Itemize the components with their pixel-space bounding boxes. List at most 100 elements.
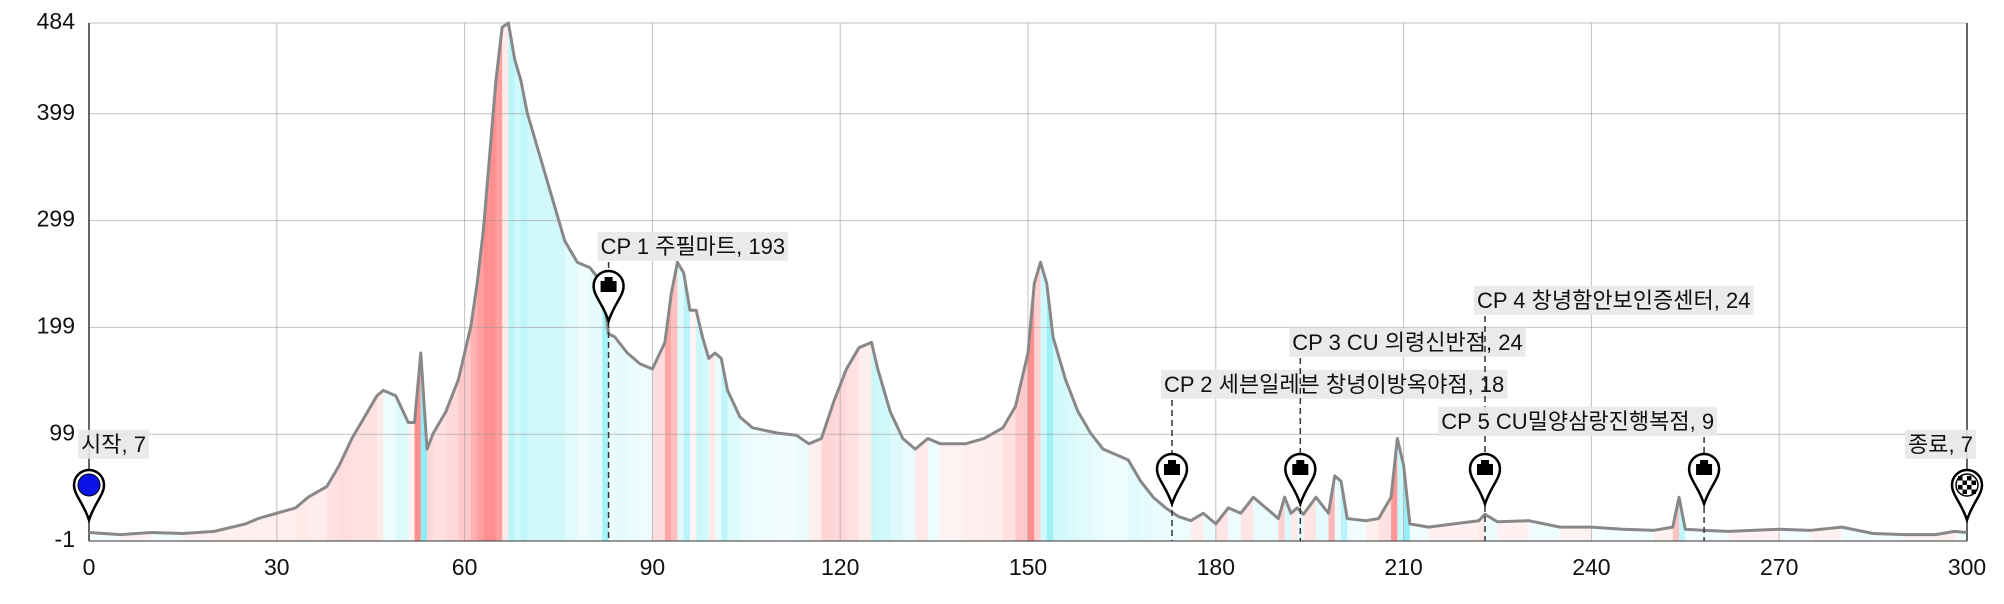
- cp-icon-top: [1700, 460, 1709, 465]
- grade-fill: [902, 438, 916, 541]
- annotation-label: CP 5 CU밀양삼랑진행복점, 9: [1441, 409, 1714, 434]
- grade-fill: [1315, 497, 1329, 541]
- grade-fill: [808, 438, 822, 541]
- grade-fill: [495, 27, 503, 542]
- grade-fill: [276, 507, 296, 541]
- grade-fill: [1841, 527, 1874, 541]
- grade-fill: [1453, 520, 1479, 541]
- grade-fill: [1228, 507, 1241, 541]
- grade-fill: [846, 347, 859, 541]
- grade-fill: [1140, 481, 1154, 541]
- annotation: CP 4 창녕함안보인증센터, 24: [1468, 285, 1754, 541]
- grade-fills: [89, 23, 1967, 542]
- annotation-label: CP 4 창녕함안보인증센터, 24: [1477, 288, 1750, 313]
- grade-fill: [564, 240, 578, 541]
- grade-fill: [796, 435, 809, 541]
- grade-fill: [589, 267, 603, 541]
- grade-fill: [708, 353, 715, 541]
- grade-fill: [671, 262, 678, 541]
- grade-fill: [740, 417, 753, 541]
- y-tick-label: 199: [37, 312, 75, 338]
- grade-fill: [965, 438, 985, 541]
- cp-icon: [1292, 464, 1309, 475]
- grade-fill: [433, 411, 446, 541]
- grade-fill: [1015, 353, 1028, 541]
- x-tick-label: 0: [83, 554, 96, 580]
- grade-fill: [364, 395, 377, 541]
- grade-fill: [1303, 497, 1316, 541]
- grade-fill: [871, 342, 878, 541]
- grade-fill: [1115, 454, 1129, 541]
- grade-fill: [1622, 529, 1654, 541]
- annotation-label: CP 2 세븐일레븐 창녕이방옥야점, 18: [1164, 372, 1504, 397]
- grade-fill: [483, 155, 490, 541]
- y-tick-label: 299: [37, 206, 75, 232]
- x-tick-label: 120: [821, 554, 859, 580]
- y-tick-label: 99: [49, 419, 75, 445]
- x-tick-label: 60: [452, 554, 478, 580]
- grade-fill: [1428, 523, 1454, 541]
- cp-icon-top: [604, 277, 613, 282]
- cp-icon: [1476, 464, 1493, 475]
- grade-fill: [477, 230, 484, 541]
- grade-fill: [1779, 529, 1811, 541]
- x-tick-label: 270: [1760, 554, 1798, 580]
- annotation: 시작, 7: [72, 429, 149, 524]
- grade-fill: [1078, 411, 1091, 541]
- grade-fill: [1034, 262, 1041, 541]
- grade-fill: [470, 283, 478, 541]
- grade-fill: [627, 353, 640, 541]
- elevation-line: [88, 21, 1968, 537]
- grade-fill: [1253, 497, 1266, 541]
- y-tick-label: 399: [37, 99, 75, 125]
- finish-icon: [1958, 476, 1963, 481]
- annotation: CP 2 세븐일레븐 창녕이방옥야점, 18: [1155, 369, 1508, 541]
- grade-fill: [915, 438, 928, 541]
- grade-fill: [539, 155, 553, 541]
- grade-fill: [927, 438, 941, 541]
- cp-icon-top: [1296, 460, 1305, 465]
- finish-icon: [1971, 480, 1976, 485]
- grade-fill: [520, 80, 528, 541]
- grade-fill: [214, 523, 246, 541]
- grade-fill: [727, 390, 741, 541]
- grade-fill: [1128, 459, 1141, 541]
- grade-fill: [1240, 497, 1254, 541]
- label-bg: [1473, 285, 1754, 315]
- grade-fill: [1090, 433, 1104, 541]
- grade-fill: [696, 310, 703, 541]
- label-bg: [1289, 327, 1526, 357]
- grade-fill: [639, 363, 653, 541]
- grade-fill: [552, 198, 565, 542]
- grade-fill: [608, 333, 615, 541]
- y-tick-label: 484: [37, 8, 76, 34]
- annotation: 종료, 7: [1905, 429, 1984, 524]
- grade-fill: [614, 337, 628, 541]
- grade-fill: [1704, 530, 1730, 541]
- grade-fill: [752, 427, 778, 541]
- grade-fill: [258, 513, 277, 541]
- grade-fill: [376, 390, 384, 541]
- annotation: CP 5 CU밀양삼랑진행복점, 9: [1438, 406, 1721, 541]
- finish-icon: [1958, 485, 1963, 490]
- grade-fill: [1497, 520, 1529, 541]
- grade-fill: [821, 401, 834, 541]
- grade-fill: [1103, 449, 1116, 541]
- grade-fill: [1153, 497, 1166, 541]
- finish-icon: [1962, 489, 1967, 494]
- annotation: CP 1 주필마트, 193: [592, 231, 789, 541]
- grade-fill: [940, 443, 966, 541]
- annotation: CP 3 CU 의령신반점, 24: [1284, 327, 1526, 541]
- annotation-label: 시작, 7: [81, 432, 146, 457]
- grade-fill: [1203, 513, 1216, 541]
- x-tick-label: 180: [1197, 554, 1235, 580]
- grade-fill: [664, 294, 672, 541]
- cp-icon: [600, 281, 617, 292]
- grade-fill: [602, 283, 609, 541]
- annotation-label: 종료, 7: [1908, 432, 1973, 457]
- grade-fill: [1046, 283, 1054, 541]
- cp-icon-top: [1480, 460, 1489, 465]
- grade-fill: [1297, 507, 1304, 541]
- grade-fill: [508, 23, 515, 541]
